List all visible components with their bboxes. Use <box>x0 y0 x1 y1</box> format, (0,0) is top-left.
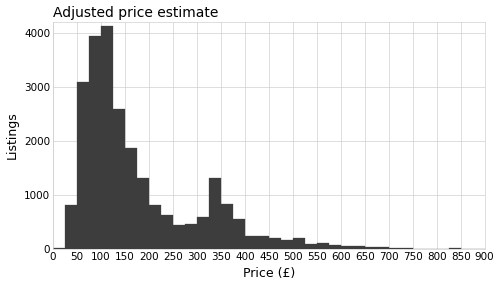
Bar <box>197 217 209 249</box>
Bar <box>113 109 125 249</box>
Bar <box>376 247 388 249</box>
Bar <box>125 148 137 249</box>
Bar <box>269 238 281 249</box>
Bar <box>352 246 364 249</box>
Bar <box>89 36 101 249</box>
Bar <box>400 248 412 249</box>
Bar <box>245 236 257 249</box>
Bar <box>317 243 329 249</box>
Bar <box>149 205 161 249</box>
Bar <box>281 240 293 249</box>
Y-axis label: Listings: Listings <box>6 112 18 160</box>
Bar <box>388 248 400 249</box>
Bar <box>448 248 460 249</box>
Bar <box>173 225 185 249</box>
Bar <box>161 215 173 249</box>
X-axis label: Price (£): Price (£) <box>242 267 295 281</box>
Bar <box>209 178 221 249</box>
Bar <box>341 246 352 249</box>
Bar <box>53 248 65 249</box>
Bar <box>305 244 317 249</box>
Text: Adjusted price estimate: Adjusted price estimate <box>53 5 218 19</box>
Bar <box>101 26 113 249</box>
Bar <box>65 205 77 249</box>
Bar <box>185 224 197 249</box>
Bar <box>233 219 245 249</box>
Bar <box>257 236 269 249</box>
Bar <box>293 238 305 249</box>
Bar <box>137 178 149 249</box>
Bar <box>77 82 89 249</box>
Bar <box>329 245 341 249</box>
Bar <box>221 204 233 249</box>
Bar <box>364 247 376 249</box>
